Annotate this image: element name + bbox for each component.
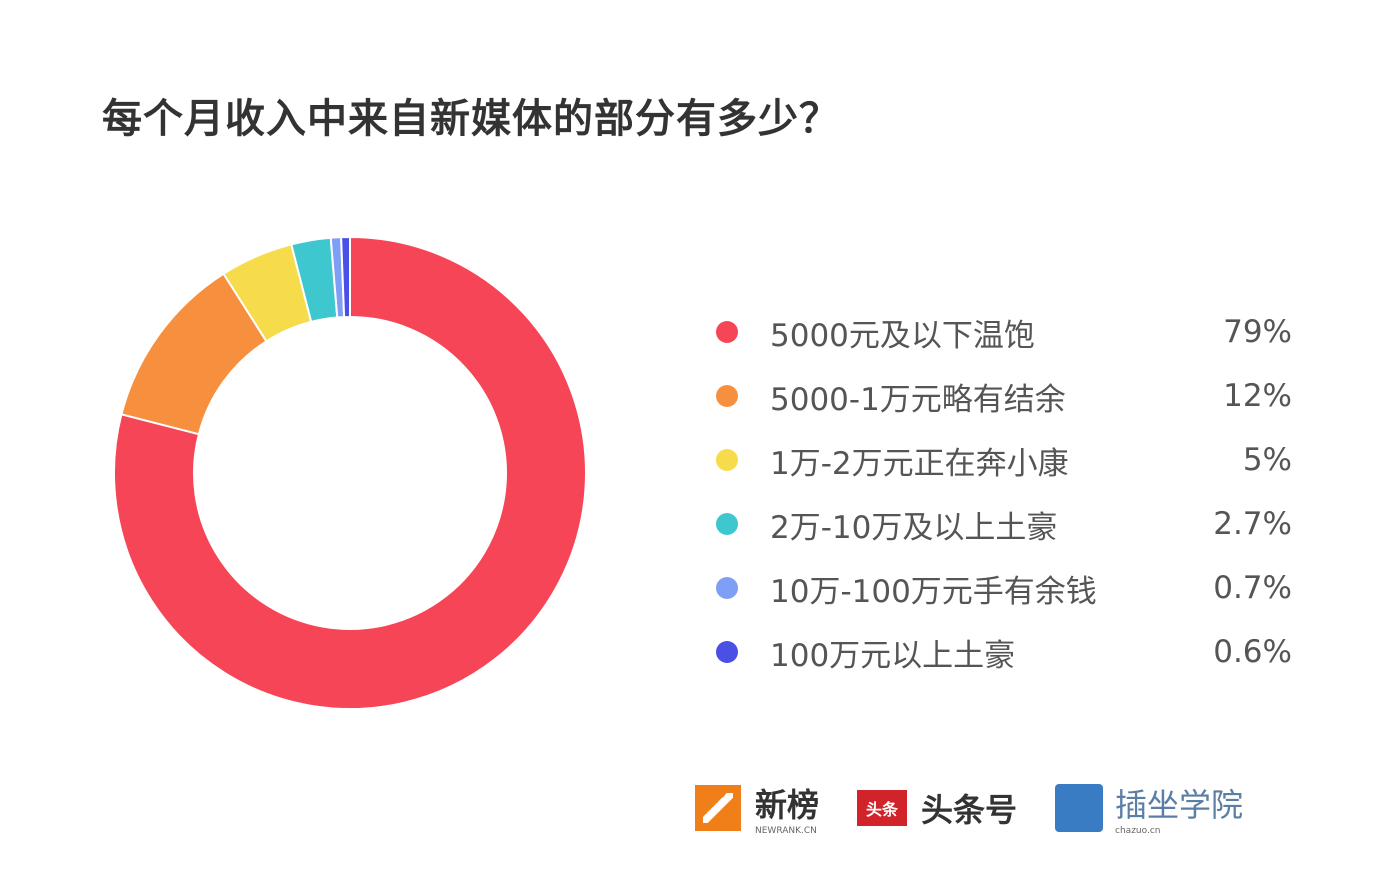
legend-label: 1万-2万元正在奔小康 <box>770 445 1069 482</box>
chazuo-logo: 插坐学院 chazuo.cn <box>1055 780 1243 836</box>
legend-value: 12% <box>1223 378 1292 414</box>
legend-swatch <box>716 385 738 407</box>
legend-label: 10万-100万元手有余钱 <box>770 573 1097 610</box>
donut-slice-0 <box>113 235 587 710</box>
legend-item: 5000-1万元略有结余 12% <box>710 364 1300 428</box>
legend-value: 5% <box>1242 442 1292 478</box>
newrank-name: 新榜 <box>755 786 820 824</box>
toutiao-logo: 头条 头条号 <box>857 785 1017 831</box>
chart-title: 每个月收入中来自新媒体的部分有多少？ <box>102 96 840 142</box>
legend-swatch <box>716 321 738 343</box>
donut-chart <box>113 235 587 710</box>
legend-item: 10万-100万元手有余钱 0.7% <box>710 556 1300 620</box>
legend-label: 5000-1万元略有结余 <box>770 381 1066 418</box>
legend-item: 100万元以上土豪 0.6% <box>710 620 1300 684</box>
chazuo-name: 插坐学院 <box>1115 786 1244 824</box>
legend-value: 0.7% <box>1213 570 1292 606</box>
legend-label: 2万-10万及以上土豪 <box>770 509 1058 546</box>
legend: 5000元及以下温饱 79% 5000-1万元略有结余 12% 1万-2万元正在奔小康 5… <box>710 300 1300 684</box>
toutiao-name: 头条号 <box>921 791 1018 829</box>
legend-item: 2万-10万及以上土豪 2.7% <box>710 492 1300 556</box>
legend-value: 79% <box>1223 314 1292 350</box>
legend-value: 0.6% <box>1213 634 1292 670</box>
legend-item: 1万-2万元正在奔小康 5% <box>710 428 1300 492</box>
legend-swatch <box>716 577 738 599</box>
chazuo-logo-icon <box>1055 784 1104 832</box>
legend-swatch <box>716 513 738 535</box>
newrank-sub: NEWRANK.CN <box>755 826 817 836</box>
legend-label: 5000元及以下温饱 <box>770 317 1035 354</box>
newrank-logo-icon <box>695 785 741 831</box>
legend-item: 5000元及以下温饱 79% <box>710 300 1300 364</box>
legend-swatch <box>716 641 738 663</box>
logo-bar: 新榜 NEWRANK.CN 头条 头条号 插坐学院 chazuo.cn <box>695 780 1281 836</box>
donut-slice-5 <box>340 235 351 319</box>
newrank-logo: 新榜 NEWRANK.CN <box>695 780 819 836</box>
legend-label: 100万元以上土豪 <box>770 637 1016 674</box>
toutiao-logo-icon: 头条 <box>857 790 908 826</box>
chazuo-sub: chazuo.cn <box>1115 826 1161 836</box>
legend-value: 2.7% <box>1213 506 1292 542</box>
legend-swatch <box>716 449 738 471</box>
